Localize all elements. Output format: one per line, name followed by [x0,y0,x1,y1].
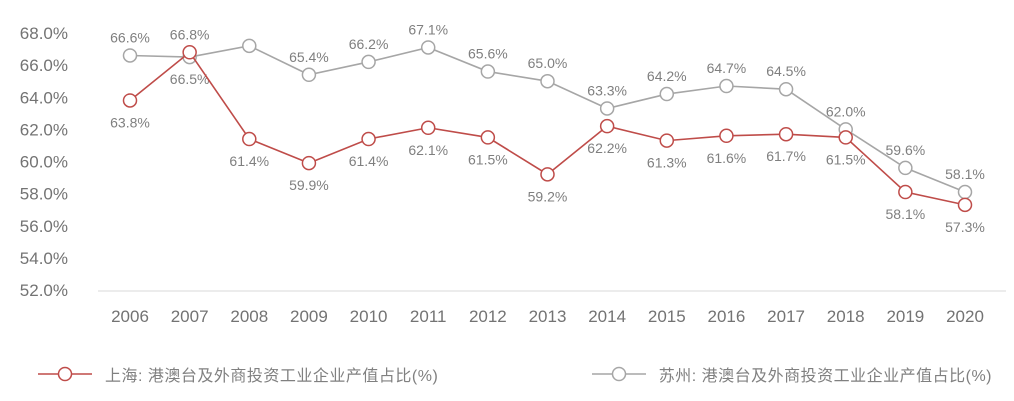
y-axis-label: 68.0% [20,24,68,43]
data-point-label: 62.0% [826,103,866,119]
data-point-label: 61.4% [229,153,269,169]
legend-marker-shanghai-icon [38,366,92,382]
data-point[interactable] [361,131,376,147]
data-point[interactable] [361,54,376,70]
y-axis-label: 54.0% [20,249,68,268]
x-axis-label: 2015 [648,307,686,326]
data-point-label: 66.5% [170,71,210,87]
data-point[interactable] [719,78,734,94]
data-point[interactable] [242,38,257,54]
legend-item-shanghai[interactable]: 上海: 港澳台及外商投资工业企业产值占比(%) [38,362,438,386]
data-point-label: 61.4% [349,153,389,169]
data-point-label: 61.5% [468,151,508,167]
x-axis-label: 2013 [529,307,567,326]
data-point[interactable] [301,67,317,83]
chart-legend: 上海: 港澳台及外商投资工业企业产值占比(%) 苏州: 港澳台及外商投资工业企业… [0,352,1014,396]
x-axis-label: 2014 [588,307,626,326]
data-point[interactable] [778,126,794,142]
x-axis-label: 2011 [410,307,447,326]
data-point[interactable] [301,155,317,171]
data-point[interactable] [122,93,138,108]
data-point[interactable] [242,131,257,147]
data-point[interactable] [420,120,436,136]
y-axis-label: 52.0% [20,281,68,300]
data-point-label: 59.9% [289,177,329,193]
data-point[interactable] [480,64,496,79]
data-point-label: 63.8% [110,114,150,130]
data-point-label: 63.3% [587,82,627,98]
data-point-label: 65.4% [289,49,329,65]
data-point[interactable] [122,48,138,63]
data-point-label: 62.2% [587,140,627,156]
data-point-label: 64.7% [707,60,747,76]
data-point[interactable] [480,130,496,145]
x-axis-label: 2007 [171,307,209,326]
data-point-label: 62.1% [408,142,448,158]
data-point-label: 58.1% [886,206,926,222]
data-point[interactable] [540,167,555,182]
data-point-label: 66.2% [349,36,389,52]
data-point-label: 67.1% [408,21,448,37]
data-point[interactable] [898,184,913,200]
y-axis-label: 58.0% [20,185,68,204]
line-chart: 68.0% 66.0% 64.0% 62.0% 60.0% 58.0% 56.0% 54.0%… [20,21,1006,326]
data-point[interactable] [778,81,794,97]
data-point-label: 64.2% [647,68,687,84]
data-point-label: 64.5% [766,63,806,79]
data-point[interactable] [957,184,973,200]
data-point[interactable] [659,86,675,102]
x-axis-label: 2009 [290,307,328,326]
x-axis-label: 2017 [767,307,805,326]
legend-label-suzhou: 苏州: 港澳台及外商投资工业企业产值占比(%) [658,368,992,385]
data-point-label: 61.5% [826,151,866,167]
legend-item-suzhou[interactable]: 苏州: 港澳台及外商投资工业企业产值占比(%) [591,362,992,386]
x-axis-label: 2006 [111,307,149,326]
y-axis-label: 60.0% [20,153,68,172]
data-point[interactable] [898,160,913,176]
data-point[interactable] [719,128,734,144]
y-axis-label: 66.0% [20,56,68,75]
data-point-label: 59.6% [886,142,926,158]
data-point-label: 65.6% [468,46,508,62]
x-axis-label: 2019 [886,307,924,326]
x-axis-label: 2010 [350,307,388,326]
data-point-label: 58.1% [945,166,985,182]
data-point[interactable] [599,101,615,116]
legend-label-shanghai: 上海: 港澳台及外商投资工业企业产值占比(%) [105,368,439,385]
x-axis-label: 2008 [230,307,268,326]
y-axis-label: 56.0% [20,217,68,236]
x-axis-label: 2020 [946,307,984,326]
data-point[interactable] [420,40,436,55]
data-point[interactable] [540,73,555,89]
legend-marker-suzhou-icon [591,366,646,382]
x-axis-label: 2018 [827,307,865,326]
x-axis-label: 2012 [469,307,507,326]
data-point[interactable] [838,130,853,145]
y-axis-label: 62.0% [20,120,68,139]
data-point-label: 57.3% [945,219,985,235]
data-point[interactable] [659,133,675,148]
data-point-label: 59.2% [528,188,568,204]
data-point[interactable] [957,197,973,213]
data-point-label: 61.7% [766,148,806,164]
data-point-label: 66.8% [170,26,210,42]
data-point-label: 61.6% [707,150,747,166]
data-point-label: 66.6% [110,29,150,45]
data-point[interactable] [182,45,197,60]
x-axis-label: 2016 [708,307,746,326]
y-axis-label: 64.0% [20,88,68,107]
data-point-label: 65.0% [528,55,568,71]
data-point-label: 61.3% [647,155,687,171]
data-point[interactable] [599,118,615,134]
